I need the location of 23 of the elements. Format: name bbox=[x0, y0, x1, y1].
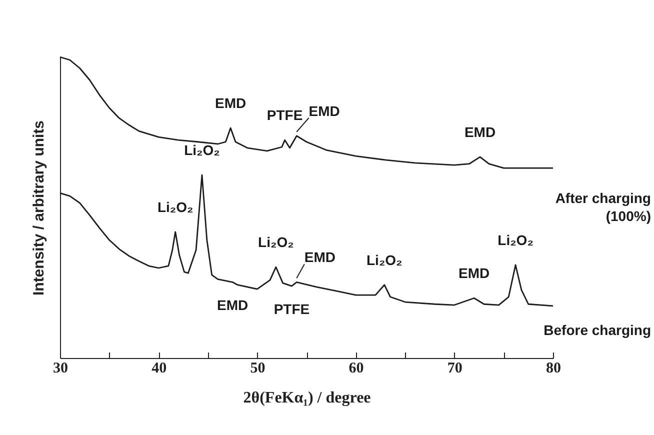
annotation: Li₂O₂ bbox=[184, 142, 220, 158]
annotation: PTFE bbox=[274, 301, 310, 318]
x-tick-label: 50 bbox=[250, 360, 266, 376]
annotation: PTFE bbox=[266, 107, 303, 124]
annotation: EMD bbox=[216, 297, 248, 314]
annotation: EMD bbox=[215, 95, 246, 112]
annotation: EMD bbox=[308, 102, 340, 119]
annotation: EMD bbox=[464, 124, 496, 140]
annotation: EMD bbox=[458, 265, 490, 282]
annotation: Li₂O₂ bbox=[498, 232, 534, 248]
x-axis-title: 2θ(FeKα₁) / degree bbox=[243, 390, 371, 406]
annotation: EMD bbox=[304, 249, 336, 266]
y-axis-title: Intensity / arbitrary units bbox=[30, 120, 48, 296]
x-tick-label: 60 bbox=[348, 360, 364, 376]
annotation: Li₂O₂ bbox=[366, 252, 402, 268]
series-label: After charging (100%) bbox=[555, 190, 651, 224]
series-label: Before charging bbox=[544, 322, 651, 338]
x-tick-label: 70 bbox=[447, 360, 462, 376]
x-tick-label: 80 bbox=[546, 360, 561, 376]
annotation: Li₂O₂ bbox=[157, 198, 194, 215]
x-tick-label: 30 bbox=[53, 360, 68, 376]
x-tick-label: 40 bbox=[152, 360, 167, 376]
annotation: Li₂O₂ bbox=[258, 234, 294, 250]
